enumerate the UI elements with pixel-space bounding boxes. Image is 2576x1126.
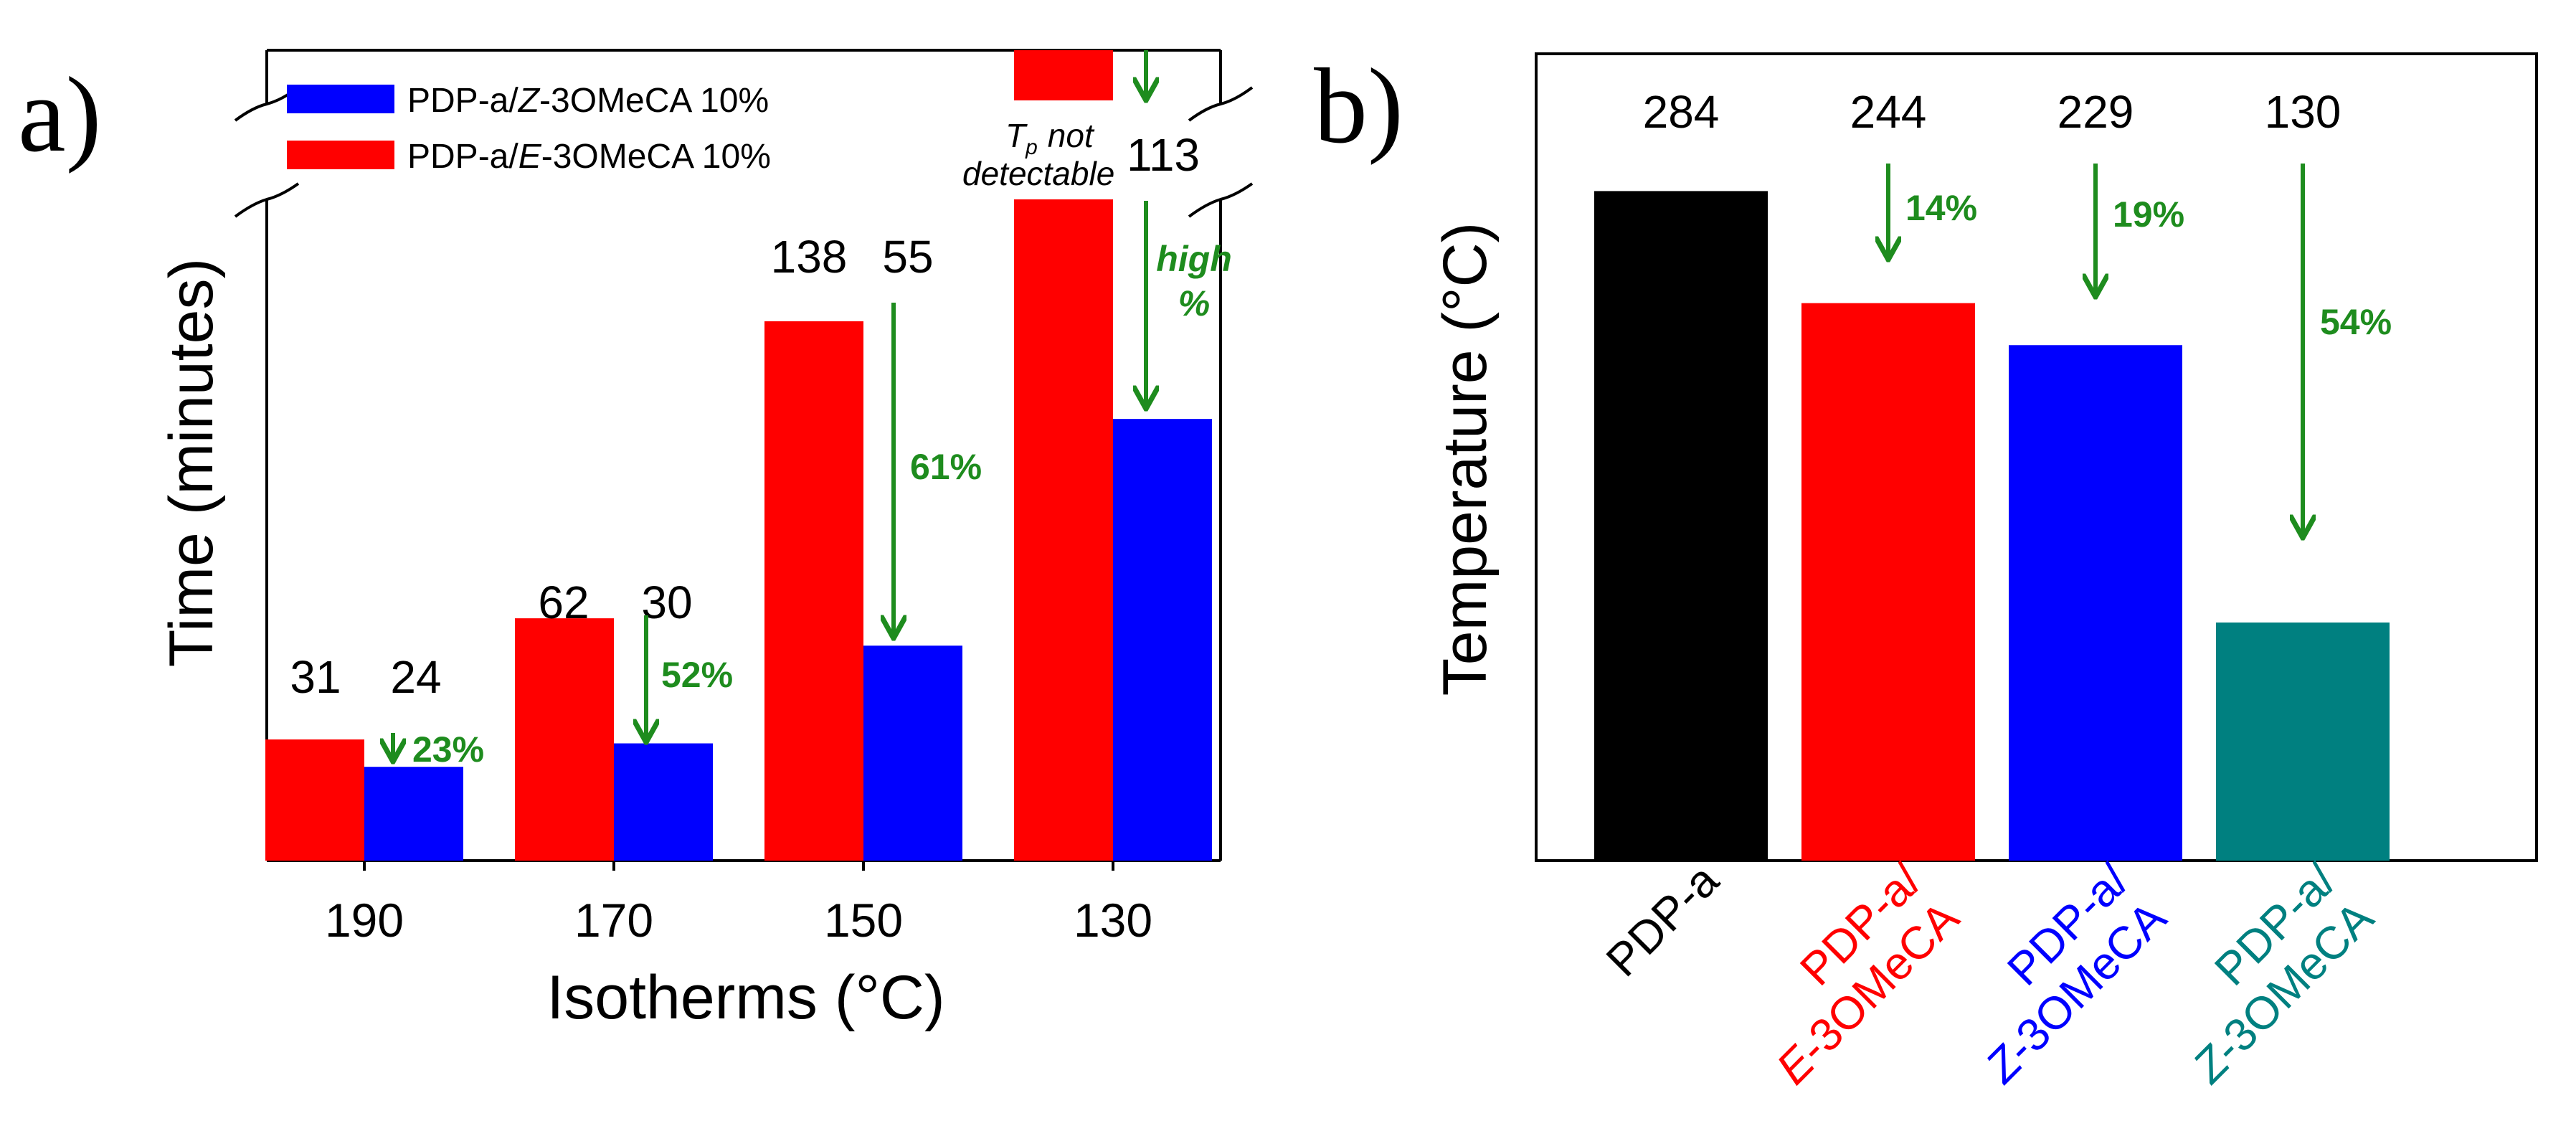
value-label-z-170: 30 — [641, 577, 692, 628]
y-axis-title: Time (minutes) — [157, 258, 226, 667]
y-axis-title-b: Temperature (°C) — [1431, 222, 1500, 696]
legend-label-z: PDP-a/Z-3OMeCA 10% — [407, 82, 769, 120]
bar-z-130 — [1113, 419, 1212, 861]
bar-b-2 — [2009, 345, 2182, 861]
tick-label-z3omeca: PDP-a/ Z-3OMeCA — [1974, 854, 2176, 1094]
tick-label-e3omeca: PDP-a/ E-3OMeCA — [1766, 854, 1969, 1094]
reduction-label-190: 23% — [412, 729, 484, 770]
reduction-label-170: 52% — [661, 655, 733, 695]
axis-break-right-bottom — [1188, 182, 1254, 218]
bar-b-3 — [2216, 622, 2390, 861]
value-label-pdpa: 284 — [1643, 86, 1720, 138]
high-percent-label: % — [1178, 283, 1210, 323]
bar-e-170 — [515, 618, 614, 861]
reduction-label-150: 61% — [910, 447, 982, 487]
panel-b-tick-labels: PDP-a PDP-a/ E-3OMeCA PDP-a/ Z-3OMeCA PD… — [1596, 854, 2384, 1094]
panel-a-bars — [265, 50, 1212, 861]
bar-e-190 — [265, 739, 364, 861]
panel-a-legend: PDP-a/Z-3OMeCA 10% PDP-a/E-3OMeCA 10% — [287, 82, 771, 176]
value-label-z-150: 55 — [882, 231, 933, 283]
tp-detectable-text: detectable — [962, 155, 1114, 192]
tick-label-pdpa: PDP-a — [1596, 854, 1728, 986]
legend-swatch-e — [287, 141, 394, 169]
tick-label-z3omeca-teal: PDP-a/ Z-3OMeCA — [2182, 854, 2383, 1094]
tp-symbol: T — [1005, 117, 1028, 154]
bar-e-130-upper — [1014, 50, 1113, 100]
value-label-z-190: 24 — [390, 651, 441, 703]
x-tick-label-130: 130 — [1074, 894, 1152, 947]
panel-a: a) 31 24 62 30 138 55 113 — [18, 49, 1254, 1032]
reduction-label-z: 19% — [2113, 194, 2184, 235]
x-axis-title: Isotherms (°C) — [546, 963, 944, 1032]
axis-break-left-bottom — [234, 182, 300, 218]
tp-subscript: p — [1025, 136, 1038, 159]
bar-e-130 — [1014, 199, 1113, 861]
x-tick-label-170: 170 — [574, 894, 653, 947]
bar-b-1 — [1801, 303, 1975, 861]
panel-b-label: b) — [1314, 47, 1403, 166]
value-label-e-170: 62 — [538, 577, 589, 628]
tp-not-text: not — [1048, 117, 1095, 154]
panel-a-label: a) — [18, 55, 102, 174]
tp-not-detectable-note: Tp not detectable — [962, 117, 1114, 192]
legend-swatch-z — [287, 85, 394, 113]
bar-z-150 — [863, 645, 962, 861]
value-label-z3omeca: 229 — [2058, 86, 2134, 138]
high-label: high — [1156, 239, 1232, 279]
x-tick-label-190: 190 — [325, 894, 404, 947]
axis-break-right-top — [1188, 86, 1254, 122]
value-label-e3omeca: 244 — [1850, 86, 1927, 138]
reduction-label-z-teal: 54% — [2320, 302, 2392, 342]
bar-z-170 — [614, 743, 713, 861]
bar-z-190 — [364, 767, 463, 861]
x-tick-label-150: 150 — [824, 894, 903, 947]
value-label-e-190: 31 — [290, 651, 341, 703]
legend-label-e: PDP-a/E-3OMeCA 10% — [407, 138, 771, 176]
reduction-label-e: 14% — [1905, 188, 1977, 228]
panel-b-bars — [1594, 191, 2390, 861]
value-label-e-150: 138 — [771, 231, 848, 283]
panel-b: b) 284 244 229 130 14% 19% 54% PDP-a PDP… — [1314, 47, 2538, 1094]
value-label-z-130: 113 — [1127, 129, 1200, 181]
value-label-z3omeca-teal: 130 — [2265, 86, 2341, 138]
bar-e-150 — [764, 321, 863, 861]
bar-b-0 — [1594, 191, 1768, 861]
